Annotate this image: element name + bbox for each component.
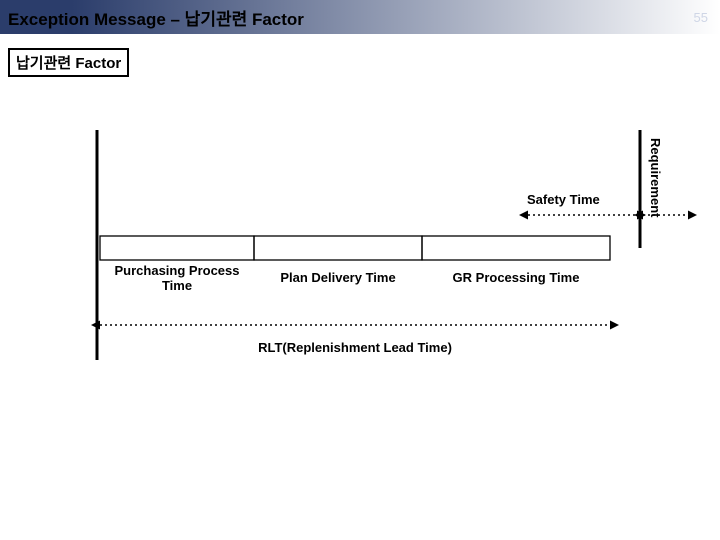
segment-purchasing — [100, 236, 254, 260]
page: Exception Message – 납기관련 Factor 55 납기관련 … — [0, 0, 720, 540]
page-title: Exception Message – 납기관련 Factor — [8, 5, 304, 30]
label-purchasing-l1: Purchasing Process — [100, 263, 254, 278]
segment-gr-processing — [422, 236, 610, 260]
section-heading: 납기관련 Factor — [8, 48, 129, 77]
header-bar: Exception Message – 납기관련 Factor 55 — [0, 0, 720, 34]
lead-time-diagram: Safety Time Requirement Purchasing Proce… — [0, 130, 720, 390]
label-purchasing: Purchasing Process Time — [100, 263, 254, 293]
label-requirement: Requirement — [648, 138, 663, 217]
label-safety-time: Safety Time — [527, 192, 637, 207]
segment-plan-delivery — [254, 236, 422, 260]
label-purchasing-l2: Time — [100, 278, 254, 293]
label-gr-processing: GR Processing Time — [422, 270, 610, 285]
page-number: 55 — [694, 10, 708, 25]
label-rlt: RLT(Replenishment Lead Time) — [100, 340, 610, 355]
label-plan-delivery: Plan Delivery Time — [254, 270, 422, 285]
